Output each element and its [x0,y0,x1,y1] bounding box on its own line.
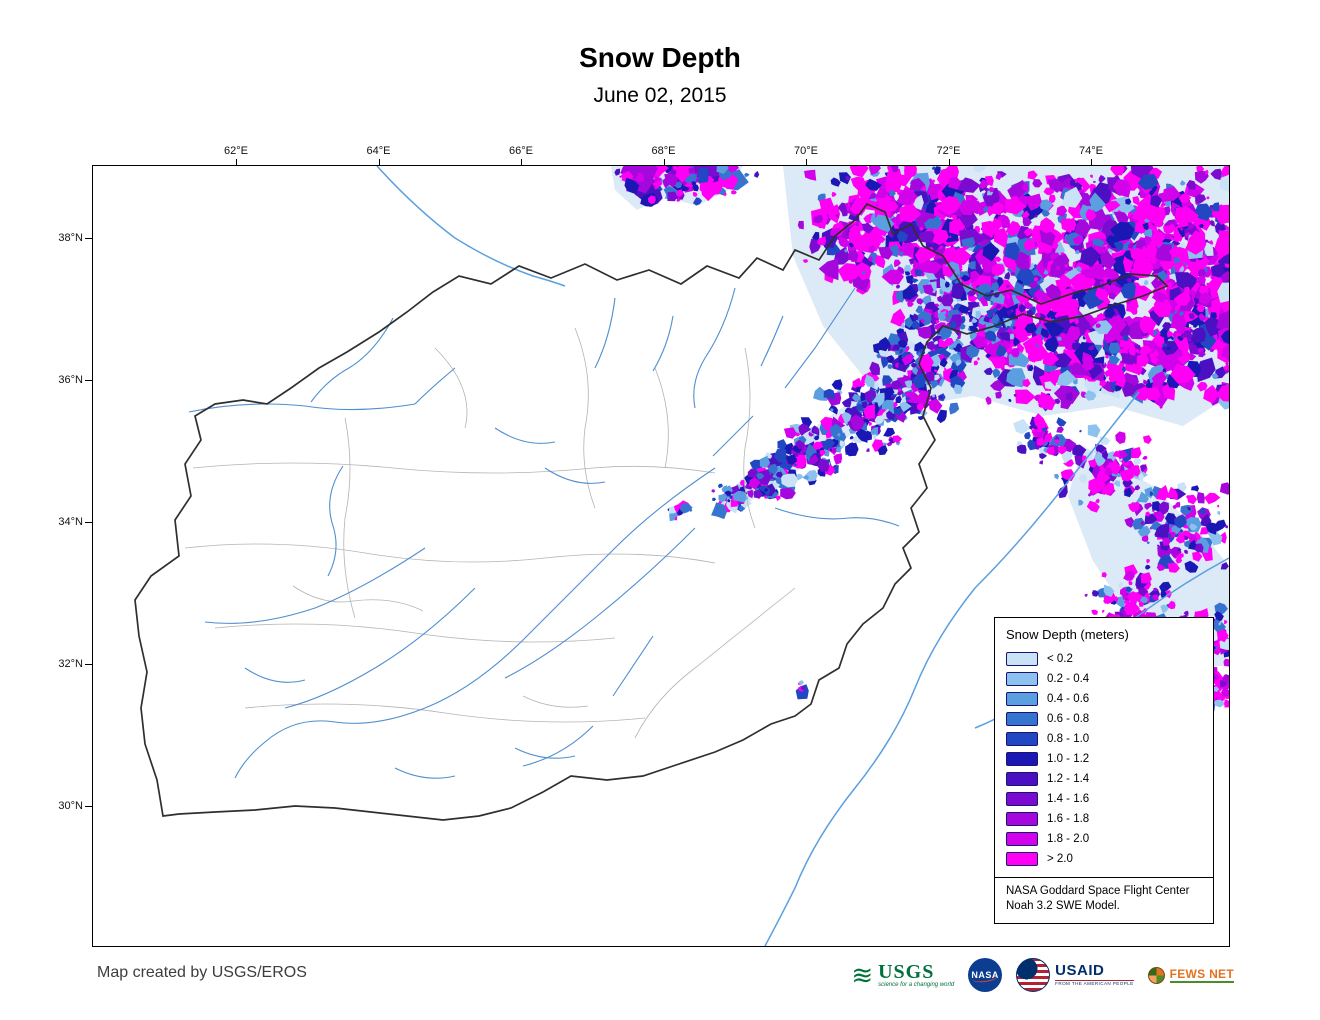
legend-item: < 0.2 [1006,649,1202,669]
axis-tick [1091,159,1092,166]
latitude-label: 38°N [58,232,83,244]
legend-label: 0.8 - 1.0 [1047,732,1090,745]
legend-swatch [1006,851,1038,866]
usgs-logo-text: USGS science for a changing world [878,962,954,988]
axis-tick [521,159,522,166]
nasa-logo-name: NASA [971,970,999,980]
legend-label: > 2.0 [1047,852,1073,865]
legend-swatch [1006,751,1038,766]
axis-tick [85,522,93,523]
legend-item: 1.6 - 1.8 [1006,809,1202,829]
page-title: Snow Depth [579,42,741,73]
longitude-label: 74°E [1079,145,1103,157]
usgs-logo-name: USGS [878,961,935,983]
legend-label: 1.6 - 1.8 [1047,812,1090,825]
nasa-meatball-icon: NASA [968,958,1003,992]
usaid-logo-tagline: FROM THE AMERICAN PEOPLE [1055,980,1134,987]
legend-label: 1.0 - 1.2 [1047,752,1090,765]
legend-swatch [1006,831,1038,846]
legend-item: > 2.0 [1006,849,1202,869]
axis-tick [85,238,93,239]
usaid-logo: USAID FROM THE AMERICAN PEOPLE [1016,958,1134,992]
map-frame: 62°E 64°E 66°E 68°E 70°E 72°E 74°E 38°N 36°N 34°… [58,145,1230,947]
fewsnet-logo: FEWS NET [1147,966,1234,984]
legend-swatch [1006,711,1038,726]
axis-tick [236,159,237,166]
river-lines [188,287,900,779]
legend-label: < 0.2 [1047,652,1073,665]
axis-tick [85,664,93,665]
nasa-logo: NASA [968,958,1003,992]
latitude-label: 36°N [58,374,83,386]
usgs-logo-tagline: science for a changing world [878,982,955,988]
legend-swatch [1006,731,1038,746]
usaid-seal-icon [1016,958,1051,992]
map-legend: Snow Depth (meters) < 0.2 0.2 - 0.4 0.4 - … [994,616,1214,924]
legend-item: 0.6 - 0.8 [1006,709,1202,729]
latitude-label: 32°N [58,658,83,670]
legend-source-line1: NASA Goddard Space Flight Center [1006,884,1190,897]
axis-tick [85,380,93,381]
legend-item: 1.4 - 1.6 [1006,789,1202,809]
legend-swatch [1006,671,1038,686]
legend-label: 0.6 - 0.8 [1047,712,1090,725]
longitude-label: 64°E [366,145,391,157]
usgs-logo: ≋ USGS science for a changing world [851,962,954,988]
longitude-label: 66°E [509,145,533,157]
usaid-logo-text: USAID FROM THE AMERICAN PEOPLE [1055,962,1134,987]
legend-item: 1.8 - 2.0 [1006,829,1202,849]
legend-item: 1.2 - 1.4 [1006,769,1202,789]
legend-label: 1.2 - 1.4 [1047,772,1090,785]
latitude-label: 30°N [58,800,83,812]
legend-swatch [1006,691,1038,706]
usaid-logo-name: USAID [1055,962,1105,980]
legend-swatch [1006,811,1038,826]
legend-swatch [1006,791,1038,806]
legend-swatch [1006,651,1038,666]
legend-item: 0.2 - 0.4 [1006,669,1202,689]
logo-row: ≋ USGS science for a changing world NASA… [851,951,1234,999]
longitude-label: 70°E [794,145,818,157]
longitude-label: 68°E [651,145,676,157]
legend-label: 1.8 - 2.0 [1047,832,1090,845]
legend-items: < 0.2 0.2 - 0.4 0.4 - 0.6 0.6 - 0.8 0.8 - 1.… [1006,649,1202,869]
axis-tick [378,159,380,166]
fewsnet-logo-name: FEWS NET [1169,967,1234,983]
page-date: June 02, 2015 [593,84,727,107]
legend-item: 0.4 - 0.6 [1006,689,1202,709]
legend-source-line2: Noah 3.2 SWE Model. [1006,900,1120,913]
legend-label: 1.4 - 1.6 [1047,792,1090,805]
legend-label: 0.2 - 0.4 [1047,672,1090,685]
map-credit: Map created by USGS/EROS [97,964,307,981]
watershed-lines [184,327,796,739]
axis-tick [948,159,950,166]
legend-item: 0.8 - 1.0 [1006,729,1202,749]
legend-label: 0.4 - 0.6 [1047,692,1090,705]
longitude-label: 62°E [224,145,248,157]
longitude-label: 72°E [936,145,961,157]
latitude-label: 34°N [58,516,83,528]
fewsnet-globe-icon [1147,966,1165,984]
legend-source: NASA Goddard Space Flight Center Noah 3.… [995,876,1213,917]
afghanistan-border [134,202,1169,821]
legend-item: 1.0 - 1.2 [1006,749,1202,769]
legend-title: Snow Depth (meters) [1006,626,1129,642]
axis-tick [663,159,665,166]
axis-tick [806,159,807,166]
axis-tick [85,806,93,807]
legend-swatch [1006,771,1038,786]
usgs-wave-icon: ≋ [851,960,874,990]
